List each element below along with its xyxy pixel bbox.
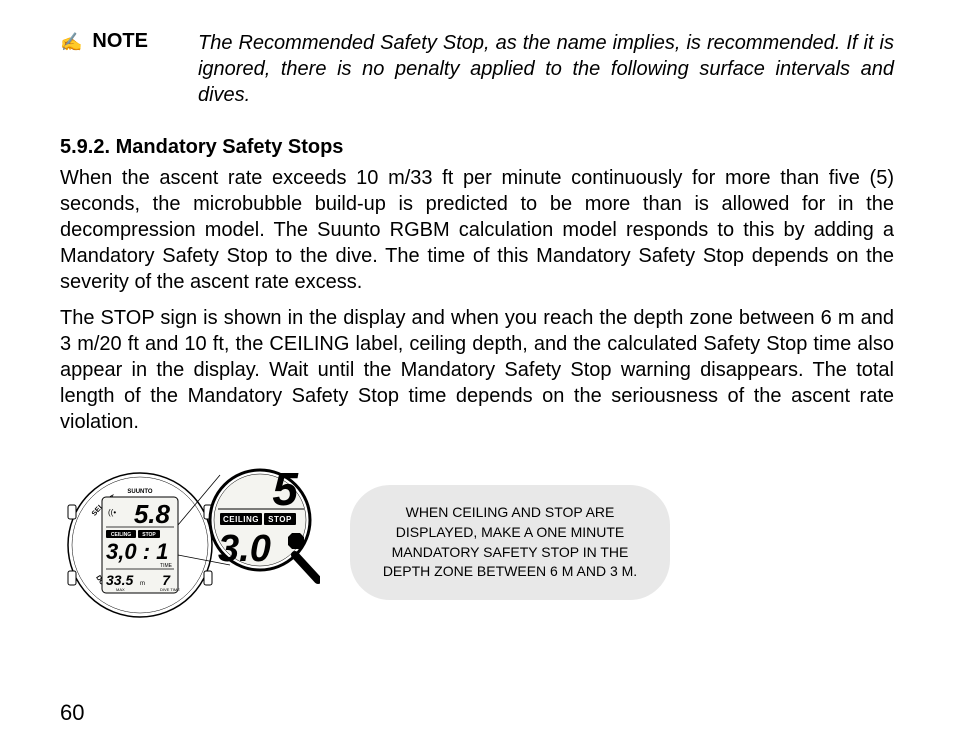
watch-ceiling-badge: CEILING <box>111 532 131 538</box>
note-label: NOTE <box>92 30 148 53</box>
watch-depth-row: 3,0 : 1 <box>106 539 168 564</box>
mag-ceiling-badge: CEILING <box>223 515 259 524</box>
paragraph-1: When the ascent rate exceeds 10 m/33 ft … <box>60 165 894 295</box>
mag-depth: 3.0 <box>218 528 271 570</box>
note-text: The Recommended Safety Stop, as the name… <box>198 30 894 108</box>
watch-bottom-left: 33.5 <box>106 572 133 588</box>
watch-svg: SELECT DOWN UP SUUNTO 5.8 ((• CEILING ST… <box>60 455 320 625</box>
watch-diagram: SELECT DOWN UP SUUNTO 5.8 ((• CEILING ST… <box>60 455 320 630</box>
watch-main-value: 5.8 <box>134 499 171 529</box>
watch-time-label: TIME <box>160 563 173 569</box>
brand-text: SUUNTO <box>127 489 153 495</box>
mag-stop-badge: STOP <box>268 515 292 524</box>
watch-max-label: MAX <box>116 587 125 592</box>
watch-stop-badge: STOP <box>142 532 156 538</box>
note-icon: ✍ <box>60 32 82 53</box>
watch-bottom-right: 7 <box>162 572 171 588</box>
svg-text:((•: ((• <box>108 508 116 517</box>
paragraph-2: The STOP sign is shown in the display an… <box>60 305 894 435</box>
callout-box: WHEN CEILING AND STOP ARE DISPLAYED, MAK… <box>350 485 670 599</box>
note-block: ✍ NOTE The Recommended Safety Stop, as t… <box>60 30 894 108</box>
section-heading: 5.9.2. Mandatory Safety Stops <box>60 136 894 159</box>
page-number: 60 <box>60 700 84 726</box>
watch-divetime-label: DIVE TIME <box>160 587 180 592</box>
section-title: Mandatory Safety Stops <box>116 136 344 158</box>
diagram-area: SELECT DOWN UP SUUNTO 5.8 ((• CEILING ST… <box>60 455 894 630</box>
watch-bottom-unit: m <box>140 581 145 587</box>
mag-big-digit: 5 <box>272 463 299 515</box>
section-number: 5.9.2. <box>60 136 110 158</box>
